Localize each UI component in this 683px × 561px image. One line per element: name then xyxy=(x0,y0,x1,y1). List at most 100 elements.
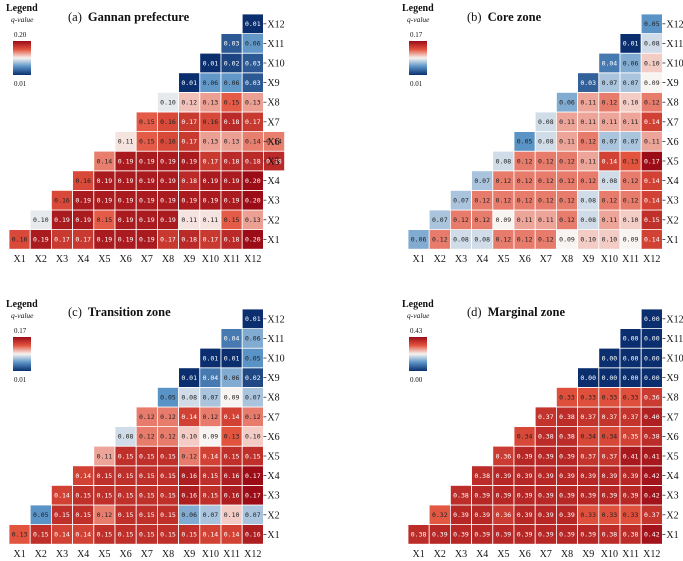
y-tick-label: X3 xyxy=(267,491,279,502)
cell-value-label: 0.38 xyxy=(538,433,554,441)
x-tick-label: X3 xyxy=(56,254,68,265)
x-tick-label: X7 xyxy=(540,549,552,560)
cell-value-label: 0.12 xyxy=(517,197,533,205)
cell-value-label: 0.01 xyxy=(224,354,240,362)
x-tick-label: X5 xyxy=(98,549,110,560)
panel-title-text: Gannan prefecture xyxy=(88,10,190,24)
cell-value-label: 0.13 xyxy=(12,531,28,539)
cell-value-label: 0.12 xyxy=(580,177,596,185)
x-tick-label: X3 xyxy=(455,254,467,265)
cell-value-label: 0.14 xyxy=(224,531,240,539)
cell-value-label: 0.14 xyxy=(75,472,91,480)
cell-value-label: 0.33 xyxy=(559,394,575,402)
cell-value-label: 0.14 xyxy=(75,531,91,539)
cell-value-label: 0.14 xyxy=(266,138,282,146)
x-tick-label: X9 xyxy=(183,549,195,560)
cell-value-label: 0.16 xyxy=(224,472,240,480)
cell-value-label: 0.39 xyxy=(559,492,575,500)
y-tick-label: X7 xyxy=(267,412,279,423)
x-tick-label: X10 xyxy=(601,549,618,560)
cell-value-label: 0.33 xyxy=(580,511,596,519)
y-tick-label: X9 xyxy=(666,373,678,384)
x-tick-label: X11 xyxy=(223,254,240,265)
cell-value-label: 0.12 xyxy=(474,216,490,224)
cell-value-label: 0.07 xyxy=(245,394,261,402)
cell-value-label: 0.13 xyxy=(623,157,639,165)
cell-value-label: 0.39 xyxy=(517,452,533,460)
x-tick-label: X11 xyxy=(223,549,240,560)
cell-value-label: 0.14 xyxy=(54,531,70,539)
cell-value-label: 0.39 xyxy=(517,531,533,539)
cell-value-label: 0.15 xyxy=(118,492,134,500)
cell-value-label: 0.38 xyxy=(623,531,639,539)
cell-value-label: 0.07 xyxy=(623,138,639,146)
y-tick-label: X8 xyxy=(267,393,279,404)
cell-value-label: 0.15 xyxy=(118,452,134,460)
cell-value-label: 0.05 xyxy=(517,138,533,146)
cell-value-label: 0.20 xyxy=(245,236,261,244)
legend-title: Legend xyxy=(402,299,434,310)
cell-value-label: 0.11 xyxy=(118,138,134,146)
x-tick-label: X10 xyxy=(202,254,219,265)
cell-value-label: 0.12 xyxy=(602,99,618,107)
cell-value-label: 0.10 xyxy=(224,511,240,519)
legend-title: Legend xyxy=(6,3,38,14)
cell-value-label: 0.41 xyxy=(623,452,639,460)
cell-value-label: 0.07 xyxy=(602,79,618,87)
cell-value-label: 0.15 xyxy=(160,531,176,539)
legend-subtitle: q-value xyxy=(407,311,430,320)
cell-value-label: 0.14 xyxy=(644,177,660,185)
cell-value-label: 0.04 xyxy=(203,374,219,382)
cell-value-label: 0.19 xyxy=(33,236,49,244)
cell-value-label: 0.15 xyxy=(160,511,176,519)
panel-title-text: Transition zone xyxy=(88,305,171,319)
legend-title: Legend xyxy=(402,3,434,14)
cell-value-label: 0.06 xyxy=(245,40,261,48)
cell-value-label: 0.12 xyxy=(538,197,554,205)
cell-value-label: 0.17 xyxy=(54,236,70,244)
cell-value-label: 0.12 xyxy=(496,197,512,205)
cell-value-label: 0.01 xyxy=(245,315,261,323)
x-tick-label: X3 xyxy=(455,549,467,560)
cell-value-label: 0.20 xyxy=(245,197,261,205)
cell-value-label: 0.39 xyxy=(517,472,533,480)
x-tick-label: X8 xyxy=(162,254,174,265)
cell-value-label: 0.10 xyxy=(623,216,639,224)
x-tick-label: X12 xyxy=(244,254,261,265)
cell-value-label: 0.35 xyxy=(623,433,639,441)
y-tick-label: X9 xyxy=(267,78,279,89)
cell-value-label: 0.08 xyxy=(580,216,596,224)
cell-value-label: 0.12 xyxy=(559,197,575,205)
cell-value-label: 0.11 xyxy=(538,216,554,224)
cell-value-label: 0.19 xyxy=(139,197,155,205)
cell-value-label: 0.02 xyxy=(245,374,261,382)
cell-value-label: 0.18 xyxy=(224,157,240,165)
cell-value-label: 0.39 xyxy=(580,472,596,480)
cell-value-label: 0.13 xyxy=(245,99,261,107)
cell-value-label: 0.39 xyxy=(580,531,596,539)
cell-value-label: 0.15 xyxy=(97,492,113,500)
cell-value-label: 0.14 xyxy=(644,197,660,205)
cell-value-label: 0.11 xyxy=(517,216,533,224)
cell-value-label: 0.12 xyxy=(474,197,490,205)
cell-value-label: 0.38 xyxy=(411,531,427,539)
x-tick-label: X10 xyxy=(601,254,618,265)
cell-value-label: 0.07 xyxy=(245,511,261,519)
cell-value-label: 0.11 xyxy=(97,452,113,460)
cell-value-label: 0.15 xyxy=(139,492,155,500)
cell-value-label: 0.16 xyxy=(12,236,28,244)
cell-value-label: 0.39 xyxy=(474,531,490,539)
cell-value-label: 0.38 xyxy=(453,492,469,500)
cell-value-label: 0.34 xyxy=(517,433,533,441)
cell-value-label: 0.05 xyxy=(644,20,660,28)
cell-value-label: 0.06 xyxy=(224,374,240,382)
legend-min-value: 0.01 xyxy=(14,80,27,88)
cell-value-label: 0.07 xyxy=(453,197,469,205)
y-tick-label: X5 xyxy=(267,157,279,168)
cell-value-label: 0.15 xyxy=(118,472,134,480)
cell-value-label: 0.39 xyxy=(496,492,512,500)
cell-value-label: 0.00 xyxy=(602,354,618,362)
cell-value-label: 0.33 xyxy=(623,394,639,402)
cell-value-label: 0.15 xyxy=(118,511,134,519)
cell-value-label: 0.19 xyxy=(139,177,155,185)
